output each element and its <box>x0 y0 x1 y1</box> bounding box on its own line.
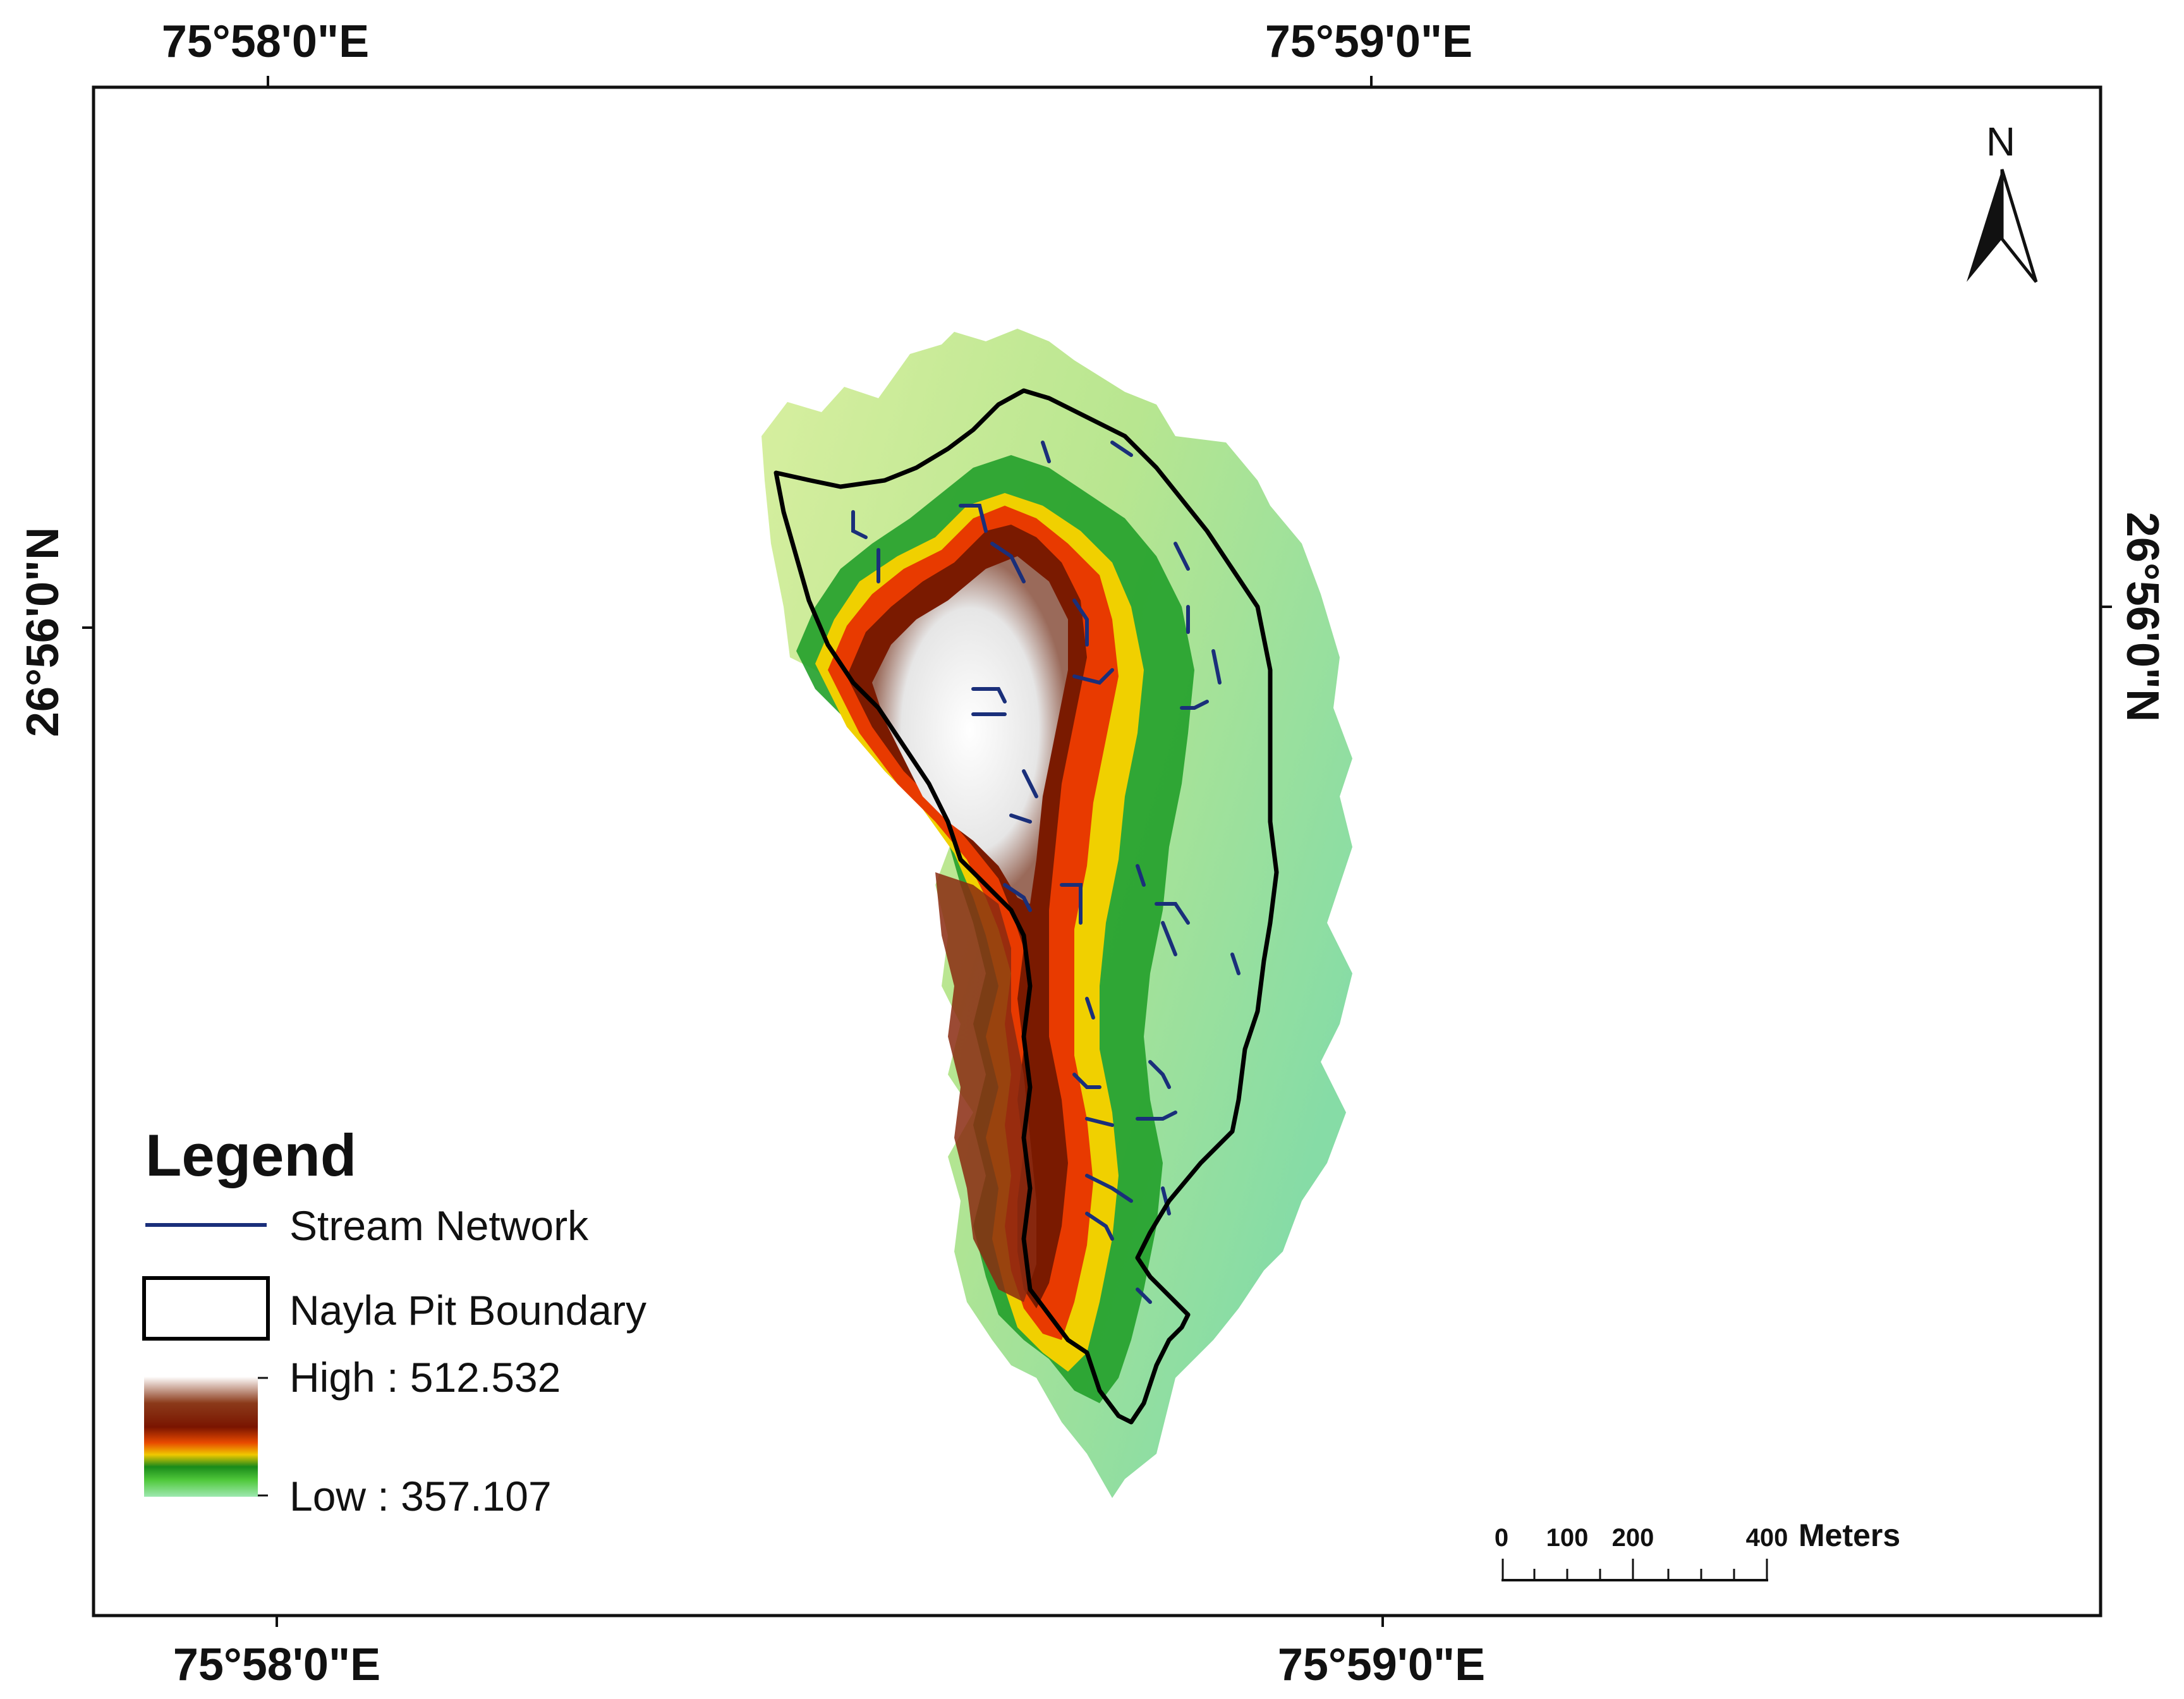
elevation-raster <box>761 329 1352 1498</box>
raster-west-slope <box>935 872 1036 1302</box>
scale-unit-label: Meters <box>1799 1518 1900 1553</box>
legend-title: Legend <box>145 1122 356 1188</box>
graticule-label-top-left: 75°58'0"E <box>162 16 369 67</box>
legend-elevation-ramp <box>144 1377 258 1497</box>
legend: Legend Stream Network Nayla Pit Boundary… <box>142 1122 646 1519</box>
north-arrow-label: N <box>1986 119 2015 164</box>
legend-boundary-symbol <box>142 1276 270 1341</box>
north-arrow: N <box>1967 119 2038 283</box>
graticule-label-top-right: 75°59'0"E <box>1265 16 1472 67</box>
legend-high-label: High : 512.532 <box>289 1354 561 1401</box>
graticule-label-right: 26°56'0"N <box>2117 512 2168 722</box>
nayla-pit-boundary <box>774 388 1279 1425</box>
stream-network <box>851 441 1241 1304</box>
graticule-ticks <box>82 76 2112 1627</box>
scale-label-100: 100 <box>1546 1524 1589 1552</box>
legend-low-label: Low : 357.107 <box>289 1473 552 1519</box>
scale-bar: 0 100 200 400 Meters <box>1495 1518 1900 1581</box>
north-arrow-right-half <box>2000 169 2038 283</box>
graticule-label-bottom-left: 75°58'0"E <box>173 1640 380 1690</box>
legend-stream-label: Stream Network <box>289 1202 589 1249</box>
scale-label-200: 200 <box>1612 1524 1654 1552</box>
scale-label-0: 0 <box>1495 1524 1508 1552</box>
legend-boundary-label: Nayla Pit Boundary <box>289 1287 646 1334</box>
north-arrow-left-half <box>1967 169 2002 282</box>
scale-label-400: 400 <box>1746 1524 1788 1552</box>
graticule-label-bottom-right: 75°59'0"E <box>1278 1640 1485 1690</box>
graticule-label-left: 26°56'0"N <box>18 527 68 737</box>
scale-bar-ticks <box>1502 1559 1768 1580</box>
